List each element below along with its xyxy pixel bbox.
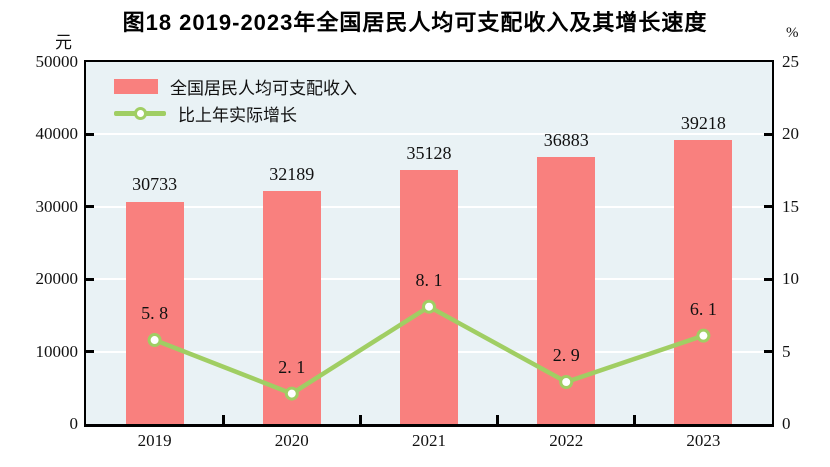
bar	[537, 156, 596, 424]
x-axis-category-label: 2023	[686, 431, 721, 450]
right-axis-unit: %	[786, 25, 799, 41]
right-axis-tick-label: 10	[782, 269, 799, 289]
right-tick	[764, 132, 772, 136]
bar-value-label: 36883	[543, 129, 589, 150]
gridline	[86, 133, 772, 136]
right-tick	[764, 277, 772, 281]
left-tick	[86, 205, 94, 209]
left-axis-tick-label: 10000	[35, 341, 79, 361]
bar	[400, 169, 458, 424]
bar	[262, 190, 321, 424]
legend: 全国居民人均可支配收入 比上年实际增长	[114, 73, 357, 127]
x-axis-category-label: 2022	[549, 431, 584, 450]
bar	[674, 140, 733, 424]
right-axis-tick-label: 0	[782, 414, 791, 433]
right-tick	[764, 350, 772, 354]
bottom-tick	[358, 415, 362, 424]
legend-line-label: 比上年实际增长	[178, 106, 297, 125]
right-axis-tick-label: 5	[782, 341, 791, 361]
legend-item-bar: 全国居民人均可支配收入	[114, 73, 357, 100]
left-tick	[86, 277, 94, 281]
x-axis-category-label: 2020	[274, 431, 309, 450]
x-axis-category-label: 2019	[137, 431, 172, 450]
left-axis-tick-label: 30000	[35, 196, 79, 216]
bottom-tick	[221, 415, 225, 424]
line-value-label: 2. 9	[552, 345, 580, 365]
left-axis-tick-label: 20000	[35, 269, 79, 289]
right-axis-tick-label: 20	[782, 124, 799, 144]
right-axis-tick-label: 25	[782, 52, 799, 71]
bar-value-label: 39218	[680, 113, 726, 134]
line-value-label: 2. 1	[278, 356, 306, 377]
left-axis-unit: 元	[55, 33, 72, 52]
plot-area: 30733 32189 35128 36883 39218 5. 8 2. 1 8. 1 2. …	[84, 60, 774, 427]
bar-value-label: 32189	[269, 163, 315, 184]
bottom-tick	[633, 415, 637, 424]
line-value-label: 8. 1	[415, 269, 443, 290]
line-value-label: 5. 8	[141, 303, 169, 324]
right-tick	[764, 205, 772, 209]
bar-value-label: 35128	[406, 142, 452, 163]
bar-swatch-icon	[114, 79, 158, 94]
bar-value-label: 30733	[132, 174, 178, 195]
left-axis-tick-label: 40000	[35, 124, 79, 144]
bottom-tick	[496, 415, 500, 424]
line-value-label: 6. 1	[689, 298, 717, 319]
chart-title: 图18 2019-2023年全国居民人均可支配收入及其增长速度	[122, 10, 708, 35]
x-axis-category-label: 2021	[412, 431, 446, 450]
left-tick	[86, 132, 94, 136]
legend-bar-label: 全国居民人均可支配收入	[170, 79, 357, 98]
left-tick	[86, 350, 94, 354]
left-axis-tick-label: 50000	[35, 52, 79, 71]
right-axis-tick-label: 15	[782, 196, 799, 216]
line-marker-swatch-icon	[114, 106, 166, 121]
legend-item-line: 比上年实际增长	[114, 100, 357, 127]
left-axis-tick-label: 0	[69, 414, 79, 433]
